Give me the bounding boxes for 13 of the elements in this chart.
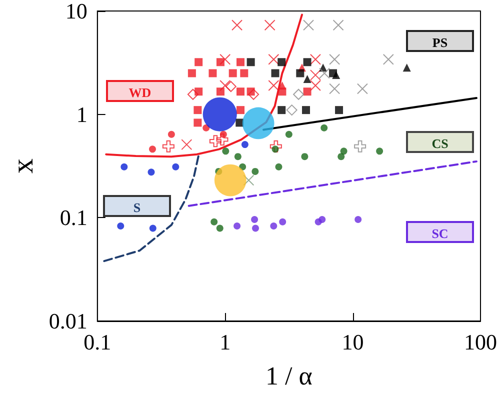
y-tick-label: 0.1 (60, 205, 88, 230)
y-tick-label: 10 (65, 0, 88, 24)
x-tick-label: 1 (220, 330, 231, 354)
x-tick-label: 100 (464, 330, 497, 354)
label-box: SC (406, 221, 474, 243)
y-axis-title: x (6, 158, 40, 174)
label-box: PS (406, 30, 474, 52)
label-box: WD (106, 80, 174, 102)
x-tick-label: 10 (342, 330, 364, 354)
x-axis-title: 1 / α (266, 362, 313, 390)
label-box: CS (406, 131, 474, 153)
y-tick-label: 1 (76, 102, 88, 127)
label-box: S (103, 195, 171, 217)
